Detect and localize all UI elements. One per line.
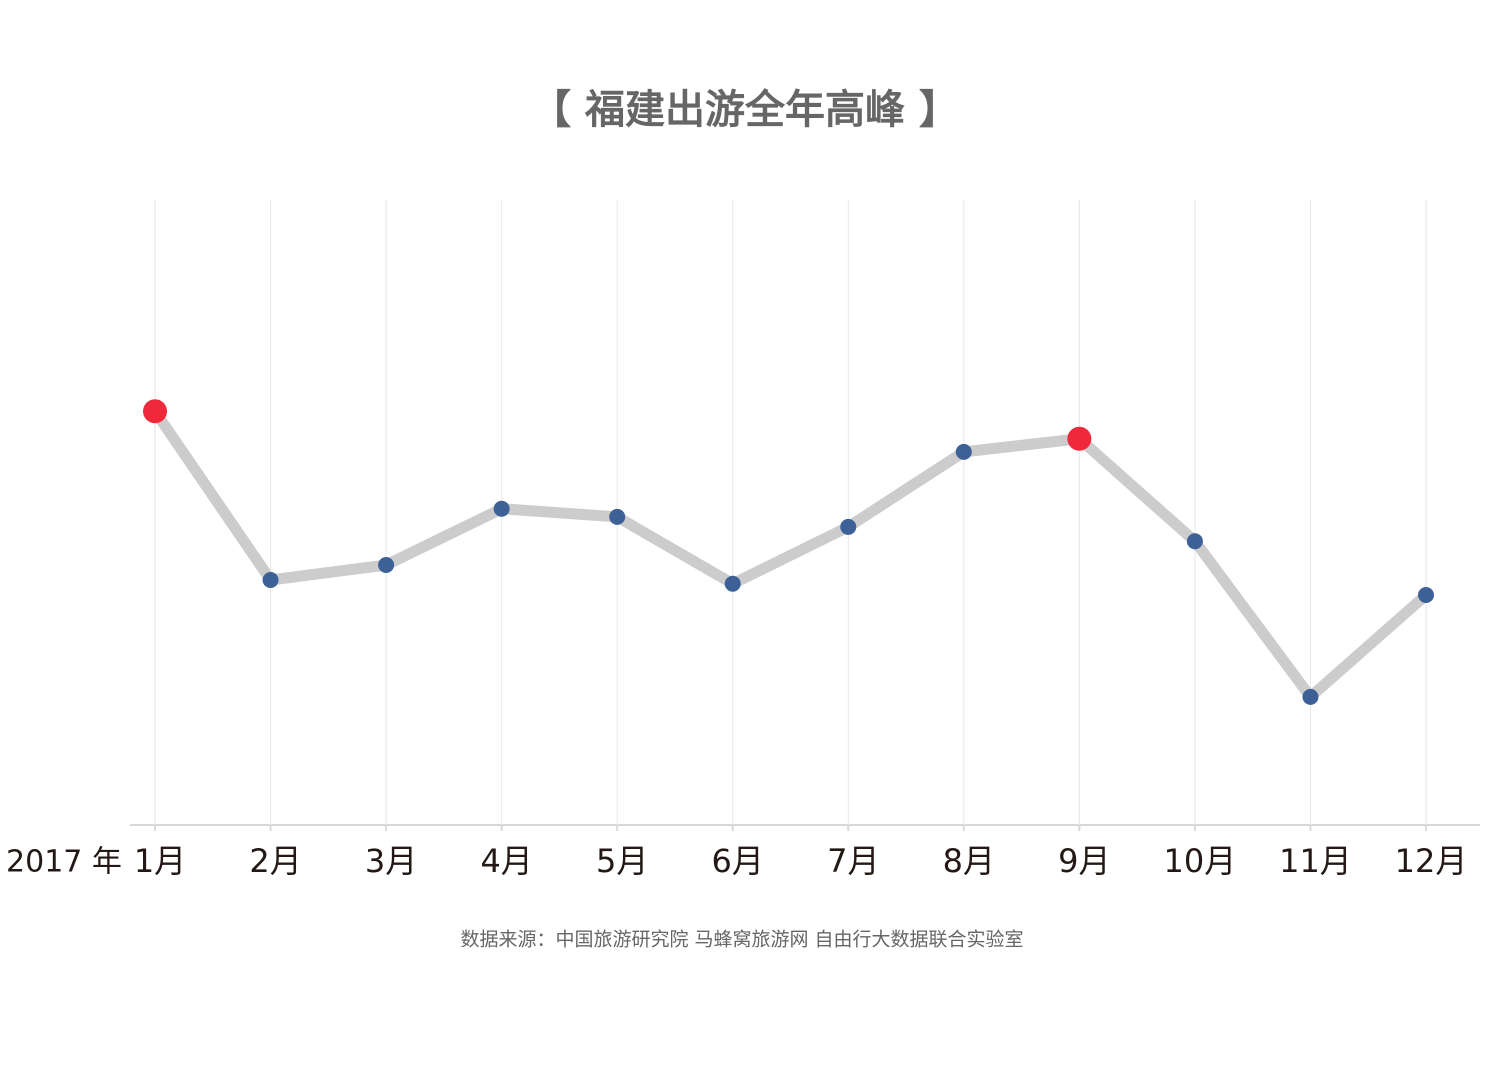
- data-point: [609, 508, 626, 525]
- x-tick-label: 12月: [1395, 842, 1468, 880]
- data-point: [1302, 688, 1319, 705]
- chart-title: 【 福建出游全年高峰 】: [531, 87, 959, 133]
- data-point: [493, 500, 510, 517]
- x-tick-label: 7月: [827, 842, 879, 880]
- x-tick-label: 2月: [249, 842, 301, 880]
- x-tick-label: 5月: [596, 842, 648, 880]
- data-point: [1418, 587, 1434, 603]
- x-tick-label: 10月: [1164, 842, 1237, 880]
- data-line: [150, 408, 1430, 703]
- x-tick-label: 1月: [134, 842, 186, 880]
- x-tick-label: 3月: [365, 842, 417, 880]
- data-point: [955, 443, 972, 460]
- data-point: [262, 572, 279, 588]
- x-axis-label: 2017 年: [6, 845, 122, 880]
- x-tick-label: 6月: [712, 842, 764, 880]
- data-point: [724, 575, 741, 592]
- data-point: [378, 557, 395, 573]
- x-tick-label: 11月: [1279, 842, 1352, 880]
- data-point: [1067, 426, 1092, 451]
- data-point: [1186, 533, 1203, 550]
- source-note: 数据来源：中国旅游研究院 马蜂窝旅游网 自由行大数据联合实验室: [460, 929, 1023, 951]
- x-tick-label: 4月: [480, 842, 532, 880]
- data-point: [143, 399, 167, 424]
- x-tick-label: 8月: [943, 842, 995, 880]
- data-point: [840, 518, 857, 535]
- x-tick-label: 9月: [1058, 842, 1110, 880]
